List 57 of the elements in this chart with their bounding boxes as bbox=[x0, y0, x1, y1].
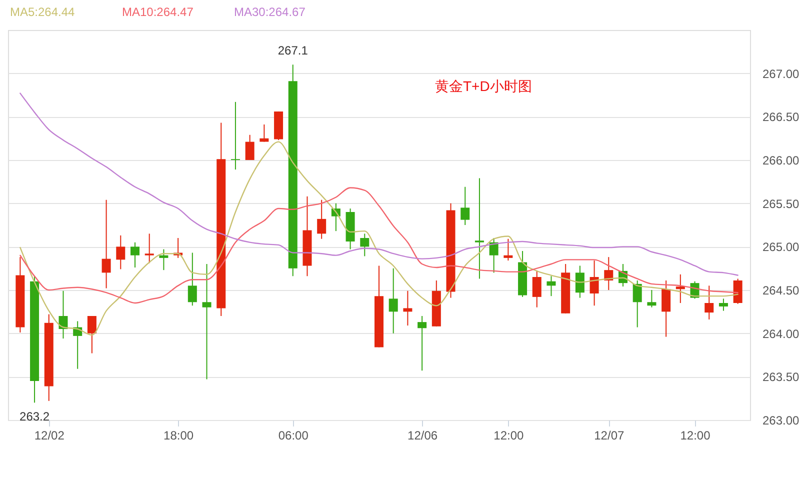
y-tick-label: 266.50 bbox=[762, 110, 800, 124]
candlestick bbox=[546, 276, 556, 297]
candlestick bbox=[260, 124, 269, 142]
text: MA30:264.67 bbox=[234, 5, 306, 19]
candlestick bbox=[360, 233, 370, 257]
candlestick bbox=[575, 265, 584, 298]
candlestick bbox=[116, 234, 126, 270]
candlestick bbox=[202, 264, 212, 380]
x-tick-label: 12/06 bbox=[408, 428, 438, 442]
candlestick bbox=[188, 252, 197, 306]
candlestick bbox=[604, 256, 614, 290]
candlestick bbox=[144, 233, 154, 264]
line-series bbox=[20, 141, 738, 336]
y-tick-label: 267.00 bbox=[762, 66, 800, 81]
candlestick bbox=[647, 290, 656, 308]
text: MA10:264.47 bbox=[122, 5, 194, 19]
x-tick-label: 12/07 bbox=[594, 428, 624, 442]
line-series bbox=[20, 187, 738, 304]
y-tick-label: 263.00 bbox=[762, 414, 800, 428]
candlestick bbox=[489, 238, 498, 274]
text: 黄金T+D小时图 bbox=[435, 78, 532, 94]
x-tick-label: 06:00 bbox=[278, 428, 309, 442]
y-tick-label: 266.00 bbox=[762, 154, 800, 168]
candlestick bbox=[662, 280, 671, 338]
candlestick bbox=[504, 238, 513, 262]
y-tick-label: 264.00 bbox=[762, 326, 800, 341]
annotation: 263.2 bbox=[20, 410, 50, 424]
y-tick-label: 263.50 bbox=[762, 370, 800, 384]
candlestick bbox=[230, 101, 240, 170]
x-tick-label: 18:00 bbox=[164, 428, 194, 442]
candlestick bbox=[159, 248, 168, 271]
y-tick-label: 265.00 bbox=[762, 240, 800, 254]
candlestick bbox=[632, 280, 642, 328]
x-tick-label: 12/02 bbox=[34, 428, 65, 442]
x-tick-label: 12:00 bbox=[494, 428, 524, 442]
candlestick bbox=[460, 186, 470, 226]
candlestick bbox=[718, 298, 728, 312]
candlestick bbox=[102, 199, 111, 289]
candlestick bbox=[532, 270, 542, 308]
candlestick bbox=[87, 316, 96, 354]
x-tick-label: 12:00 bbox=[680, 428, 711, 442]
text: MA5:264.44 bbox=[10, 5, 76, 19]
candlestick bbox=[403, 290, 412, 326]
candlestick bbox=[704, 285, 714, 320]
candlestick bbox=[245, 134, 254, 160]
candlestick bbox=[388, 268, 398, 334]
line-series bbox=[20, 92, 738, 276]
candlestick bbox=[474, 178, 484, 280]
annotation: 267.1 bbox=[278, 44, 308, 58]
candlestick bbox=[317, 199, 326, 240]
candlestick bbox=[130, 242, 140, 268]
candlestick bbox=[590, 260, 599, 306]
y-tick-label: 265.50 bbox=[762, 196, 800, 211]
candlestick bbox=[676, 274, 685, 304]
candlestick bbox=[58, 290, 68, 340]
y-tick-label: 264.50 bbox=[762, 284, 800, 298]
candlestick bbox=[418, 316, 427, 372]
